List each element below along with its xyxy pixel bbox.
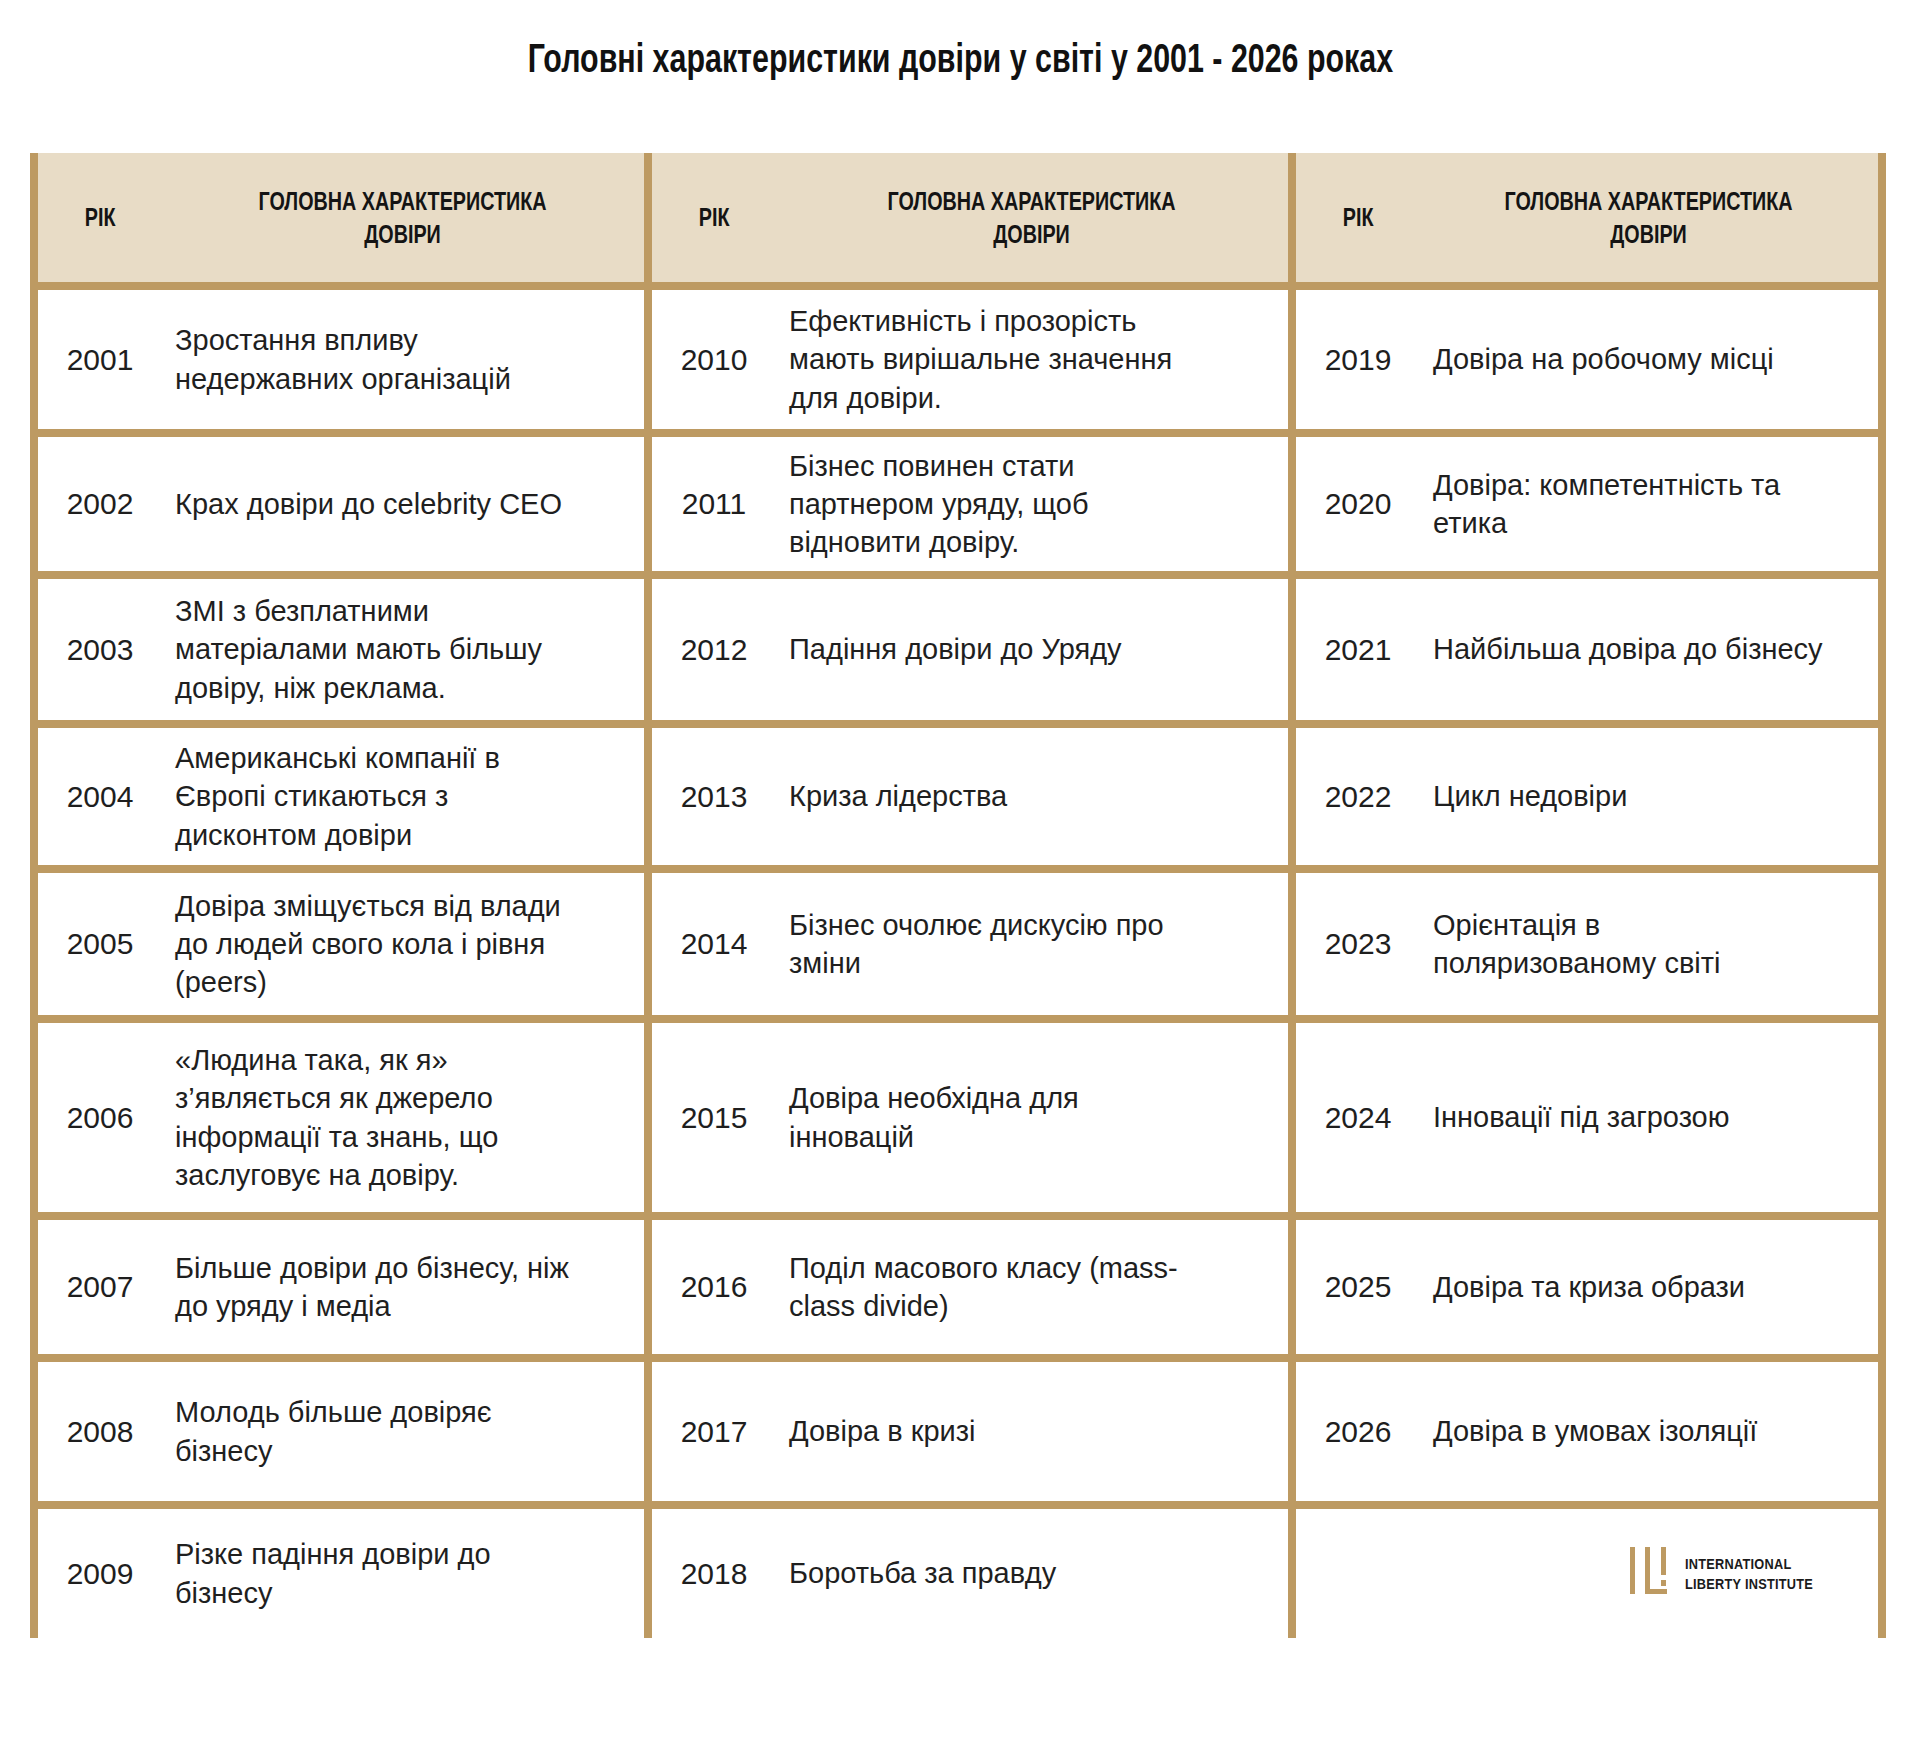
year-cell: 2001 [34,286,162,433]
characteristic-cell: «Людина така, як я» з’являється як джере… [162,1019,648,1216]
table-row: 2009 Різке падіння довіри до бізнесу 201… [34,1505,1882,1638]
trust-characteristics-table: РІК ГОЛОВНА ХАРАКТЕРИСТИКА ДОВІРИ РІК ГО… [30,153,1886,1638]
year-cell: 2006 [34,1019,162,1216]
year-cell: 2003 [34,575,162,724]
table-row: 2007 Більше довіри до бізнесу, ніж до ур… [34,1216,1882,1358]
year-cell: 2023 [1292,869,1420,1019]
characteristic-cell: Американські компанії в Європі стикаютьс… [162,724,648,869]
year-cell: 2022 [1292,724,1420,869]
characteristic-cell: Більше довіри до бізнесу, ніж до уряду і… [162,1216,648,1358]
header-characteristic-cell-1: ГОЛОВНА ХАРАКТЕРИСТИКА ДОВІРИ [162,153,648,286]
page-title: Головні характеристики довіри у світі у … [0,36,1920,81]
year-cell: 2004 [34,724,162,869]
characteristic-cell: Довіра зміщується від влади до людей сво… [162,869,648,1019]
table-row: 2004 Американські компанії в Європі стик… [34,724,1882,869]
year-cell: 2026 [1292,1358,1420,1505]
characteristic-cell: Довіра в кризі [776,1358,1292,1505]
year-cell: 2024 [1292,1019,1420,1216]
header-characteristic-cell-2: ГОЛОВНА ХАРАКТЕРИСТИКА ДОВІРИ [776,153,1292,286]
logo-cell: INTERNATIONAL LIBERTY INSTITUTE [1420,1505,1882,1638]
characteristic-cell: Довіра та криза образи [1420,1216,1882,1358]
table-row: 2005 Довіра зміщується від влади до люде… [34,869,1882,1019]
year-cell: 2011 [648,433,776,575]
ili-logo-text: INTERNATIONAL LIBERTY INSTITUTE [1685,1554,1813,1593]
table-row: 2003 ЗМІ з безплатними матеріалами мають… [34,575,1882,724]
characteristic-cell: Бізнес очолює дискусію про зміни [776,869,1292,1019]
table-row: 2001 Зростання впливу недержавних органі… [34,286,1882,433]
characteristic-cell: Ефективність і прозорість мають вирішаль… [776,286,1292,433]
year-cell: 2012 [648,575,776,724]
year-cell: 2020 [1292,433,1420,575]
characteristic-cell: Різке падіння довіри до бізнесу [162,1505,648,1638]
characteristic-cell: Зростання впливу недержавних організацій [162,286,648,433]
year-cell: 2008 [34,1358,162,1505]
year-cell: 2018 [648,1505,776,1638]
year-cell: 2021 [1292,575,1420,724]
empty-cell [1292,1505,1420,1638]
header-year-cell-2: РІК [648,153,776,286]
characteristic-cell: Бізнес повинен стати партнером уряду, що… [776,433,1292,575]
year-cell: 2025 [1292,1216,1420,1358]
header-characteristic-cell-3: ГОЛОВНА ХАРАКТЕРИСТИКА ДОВІРИ [1420,153,1882,286]
ili-logo: INTERNATIONAL LIBERTY INSTITUTE [1420,1546,1878,1602]
table-row: 2008 Молодь більше довіряє бізнесу 2017 … [34,1358,1882,1505]
table-row: 2006 «Людина така, як я» з’являється як … [34,1019,1882,1216]
characteristic-cell: Довіра необхідна для інновацій [776,1019,1292,1216]
characteristic-cell: Цикл недовіри [1420,724,1882,869]
table-row: 2002 Крах довіри до celebrity CEO 2011 Б… [34,433,1882,575]
year-cell: 2009 [34,1505,162,1638]
characteristic-cell: Молодь більше довіряє бізнесу [162,1358,648,1505]
year-cell: 2013 [648,724,776,869]
year-cell: 2019 [1292,286,1420,433]
characteristic-cell: Падіння довіри до Уряду [776,575,1292,724]
header-year-cell-1: РІК [34,153,162,286]
characteristic-cell: ЗМІ з безплатними матеріалами мають біль… [162,575,648,724]
year-cell: 2015 [648,1019,776,1216]
characteristic-cell: Орієнтація в поляризованому світі [1420,869,1882,1019]
year-cell: 2007 [34,1216,162,1358]
characteristic-cell: Довіра: компетентність та етика [1420,433,1882,575]
characteristic-cell: Інновації під загрозою [1420,1019,1882,1216]
year-cell: 2014 [648,869,776,1019]
year-cell: 2005 [34,869,162,1019]
header-row: РІК ГОЛОВНА ХАРАКТЕРИСТИКА ДОВІРИ РІК ГО… [34,153,1882,286]
characteristic-cell: Довіра в умовах ізоляції [1420,1358,1882,1505]
year-cell: 2016 [648,1216,776,1358]
characteristic-cell: Боротьба за правду [776,1505,1292,1638]
characteristic-cell: Крах довіри до celebrity CEO [162,433,648,575]
characteristic-cell: Поділ масового класу (mass- class divide… [776,1216,1292,1358]
characteristic-cell: Криза лідерства [776,724,1292,869]
year-cell: 2010 [648,286,776,433]
year-cell: 2017 [648,1358,776,1505]
ili-logo-mark-icon [1629,1546,1673,1602]
header-year-cell-3: РІК [1292,153,1420,286]
characteristic-cell: Довіра на робочому місці [1420,286,1882,433]
characteristic-cell: Найбільша довіра до бізнесу [1420,575,1882,724]
year-cell: 2002 [34,433,162,575]
